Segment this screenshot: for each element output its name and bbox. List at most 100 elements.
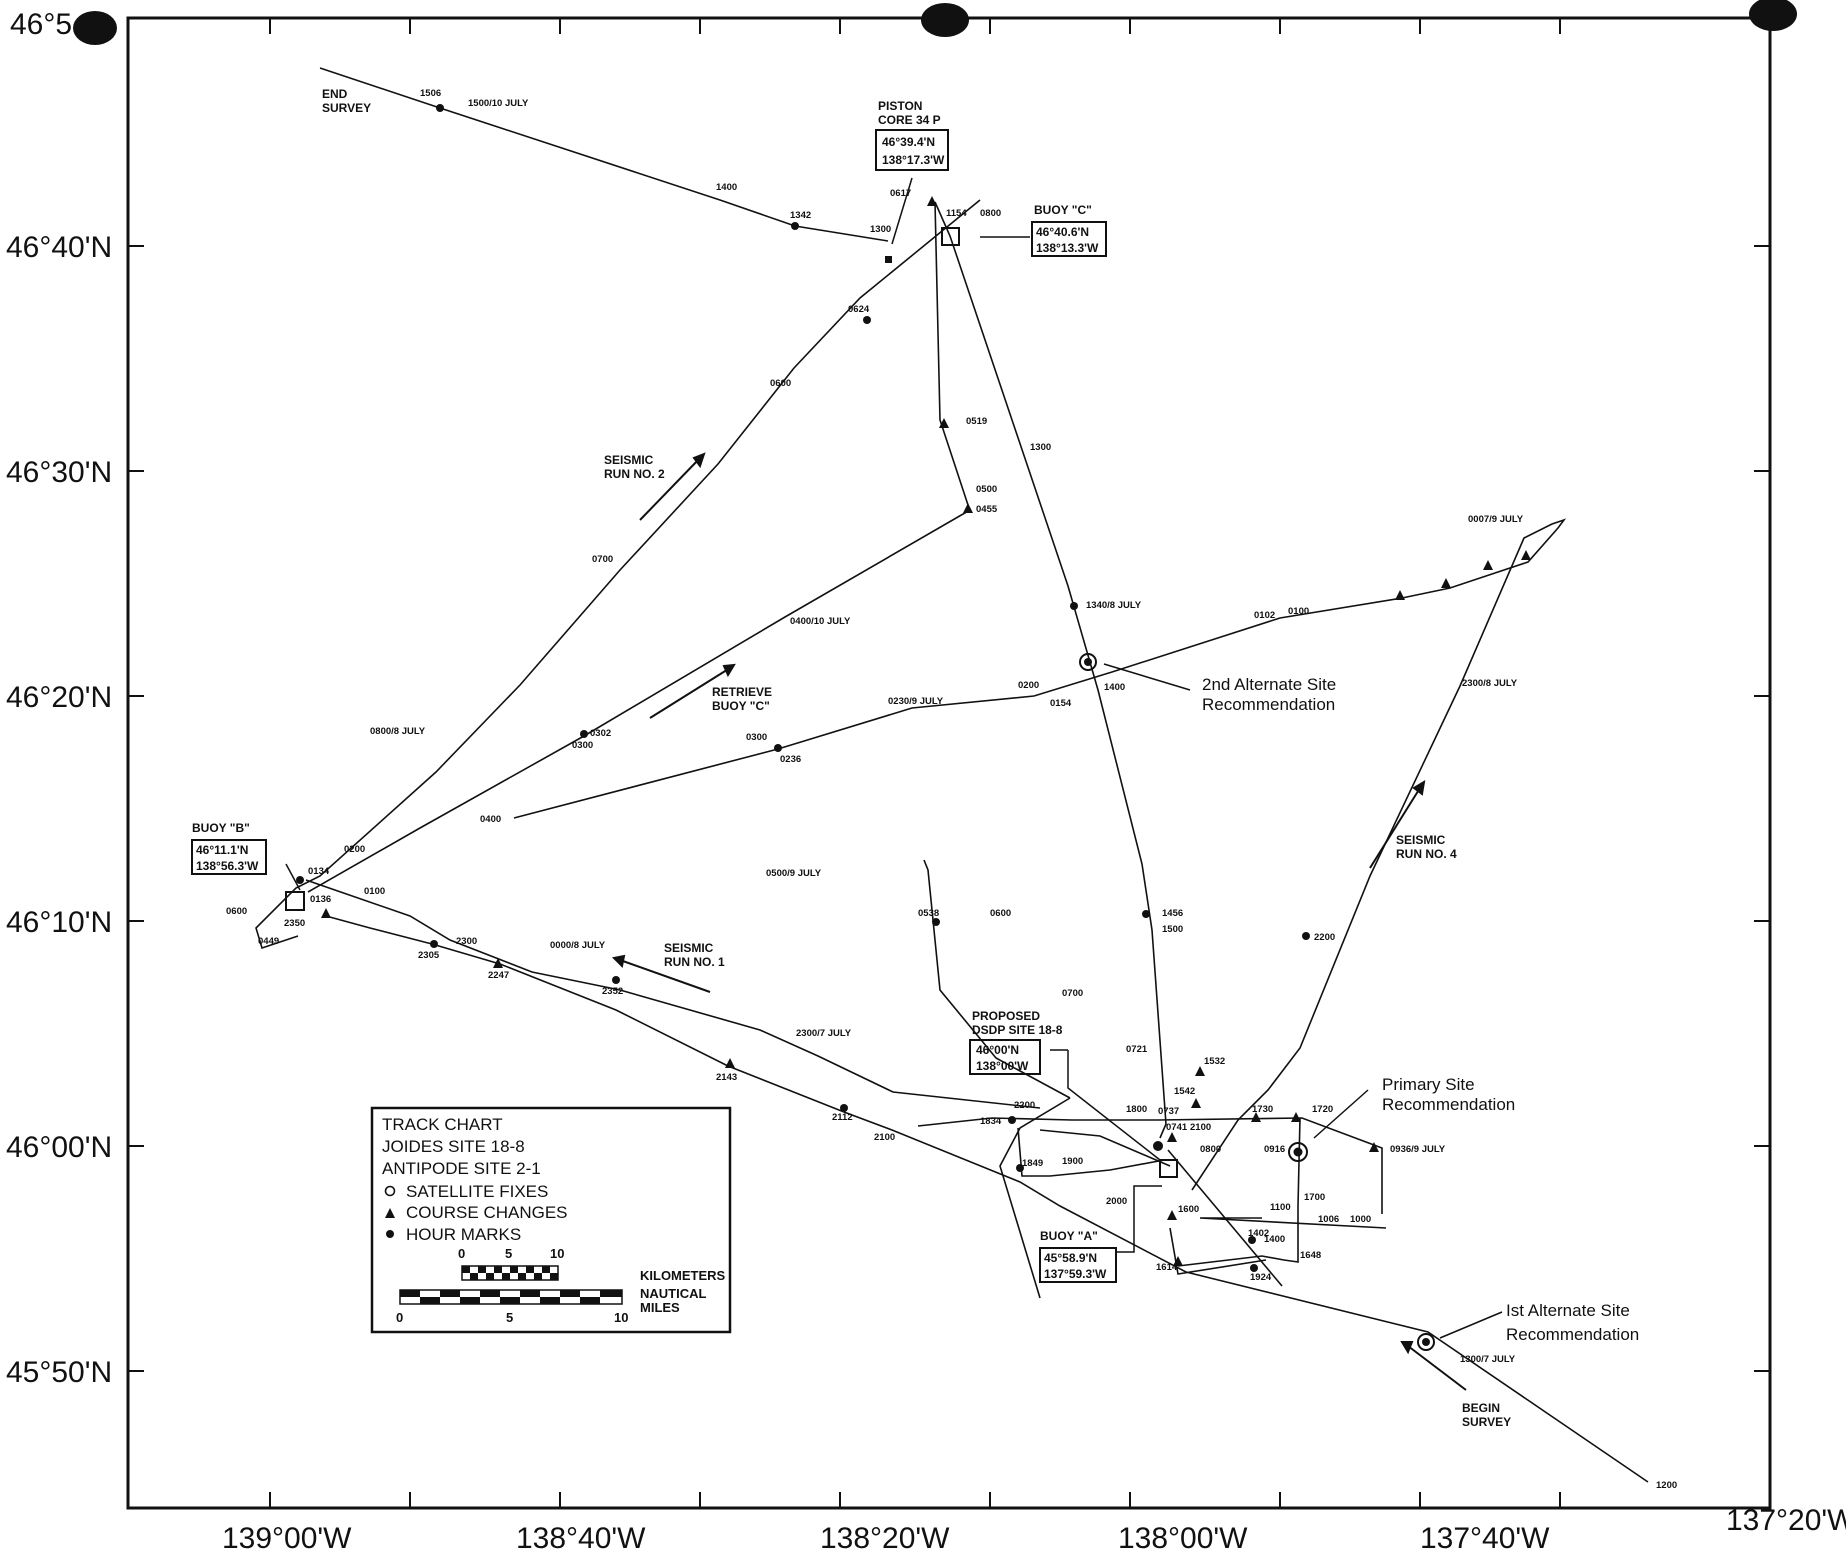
svg-text:1532: 1532 [1204,1056,1225,1067]
svg-text:0236: 0236 [780,754,801,765]
svg-text:1000: 1000 [1350,1214,1371,1225]
punch-hole [1749,0,1797,31]
svg-text:1720: 1720 [1312,1104,1333,1115]
svg-text:1648: 1648 [1300,1250,1321,1261]
svg-text:0519: 0519 [966,416,987,427]
svg-text:PROPOSED: PROPOSED [972,1009,1040,1023]
svg-text:0154: 0154 [1050,698,1072,709]
hour-mark-symbol [386,1230,394,1238]
svg-text:2143: 2143 [716,1072,737,1083]
svg-text:1300/7 JULY: 1300/7 JULY [1460,1354,1516,1365]
svg-text:1542: 1542 [1174,1086,1195,1097]
svg-text:2247: 2247 [488,970,509,981]
annotations: END SURVEY PISTON CORE 34 P 46°39.4'N 13… [191,87,1639,1429]
svg-text:1100: 1100 [1270,1202,1291,1213]
svg-text:46°00'N: 46°00'N [976,1043,1019,1057]
svg-text:138°00'W: 138°00'W [976,1059,1029,1073]
track-symbols [296,104,1531,1272]
svg-text:1500/10 JULY: 1500/10 JULY [468,98,529,109]
lat-label: 46°5 [10,8,72,41]
svg-text:0916: 0916 [1264,1144,1285,1155]
svg-text:BEGIN: BEGIN [1462,1401,1500,1415]
svg-text:RETRIEVE: RETRIEVE [712,685,772,699]
time-labels: 1506 1500/10 JULY 1400 1342 1300 0617 11… [226,88,1677,1491]
svg-text:1400: 1400 [1104,682,1125,693]
leader-lines [285,177,1503,1339]
svg-text:SEISMIC: SEISMIC [1396,833,1446,847]
svg-text:46°11.1'N: 46°11.1'N [196,843,248,857]
svg-text:1400: 1400 [716,182,737,193]
svg-text:1400: 1400 [1264,1234,1285,1245]
svg-text:2350: 2350 [284,918,305,929]
svg-text:0302: 0302 [590,728,611,739]
course-change-symbol [385,1208,395,1218]
svg-text:0700: 0700 [592,554,613,565]
svg-text:2112: 2112 [832,1112,853,1123]
svg-text:1800: 1800 [1126,1104,1147,1115]
legend-item-label: SATELLITE FIXES [406,1182,548,1201]
svg-text:2000: 2000 [1106,1196,1127,1207]
svg-text:1600: 1600 [1178,1204,1199,1215]
svg-text:2200: 2200 [1314,932,1335,943]
svg-text:1500: 1500 [1162,924,1183,935]
svg-text:46°40.6'N: 46°40.6'N [1036,225,1089,239]
lon-label: 138°00'W [1118,1522,1248,1555]
svg-text:SEISMIC: SEISMIC [664,941,714,955]
svg-text:0449: 0449 [258,936,279,947]
svg-text:0538: 0538 [918,908,939,919]
svg-text:SURVEY: SURVEY [322,101,371,115]
svg-text:1154: 1154 [946,208,967,219]
svg-text:1924: 1924 [1250,1272,1272,1283]
legend-item-label: HOUR MARKS [406,1225,521,1244]
satellite-fix-symbol [384,1185,396,1197]
svg-text:BUOY "A": BUOY "A" [1040,1229,1098,1243]
km-tick: 10 [550,1246,564,1261]
svg-text:1730: 1730 [1252,1104,1273,1115]
svg-text:RUN NO. 1: RUN NO. 1 [664,955,725,969]
svg-text:2300/7 JULY: 2300/7 JULY [796,1028,852,1039]
svg-text:0800: 0800 [1200,1144,1221,1155]
svg-text:2352: 2352 [602,986,623,997]
buoy-a-marker [1159,1159,1178,1178]
legend-title: JOIDES SITE 18-8 [382,1137,525,1156]
svg-text:0136: 0136 [310,894,331,905]
svg-text:Recommendation: Recommendation [1506,1325,1639,1344]
svg-text:1402: 1402 [1248,1228,1269,1239]
svg-text:1342: 1342 [790,210,811,221]
frame-ticks [128,18,1770,1508]
svg-text:SURVEY: SURVEY [1462,1415,1511,1429]
svg-text:0800/8 JULY: 0800/8 JULY [370,726,426,737]
svg-text:0624: 0624 [848,304,870,315]
svg-text:2100: 2100 [1190,1122,1211,1133]
nm-tick: 0 [396,1310,403,1325]
svg-text:0100: 0100 [364,886,385,897]
lon-label: 139°00'W [222,1522,352,1555]
lon-label: 137°40'W [1420,1522,1550,1555]
svg-text:0600: 0600 [770,378,791,389]
nm-label: MILES [640,1300,680,1315]
svg-text:CORE 34 P: CORE 34 P [878,113,941,127]
svg-text:0617: 0617 [890,188,911,199]
km-scale-bar [461,1265,559,1281]
direction-arrows [611,452,1467,1391]
svg-text:1700: 1700 [1304,1192,1325,1203]
lon-label: 137°20'W [1726,1504,1846,1537]
km-tick: 5 [505,1246,512,1261]
svg-text:0200: 0200 [344,844,365,855]
svg-text:0600: 0600 [226,906,247,917]
svg-text:137°59.3'W: 137°59.3'W [1044,1267,1107,1281]
svg-text:Recommendation: Recommendation [1382,1095,1515,1114]
svg-text:2nd Alternate Site: 2nd Alternate Site [1202,675,1336,694]
km-tick: 0 [458,1246,465,1261]
svg-text:PISTON: PISTON [878,99,922,113]
svg-text:1506: 1506 [420,88,441,99]
svg-text:0102: 0102 [1254,610,1275,621]
lat-label: 46°00'N [6,1131,112,1164]
lat-label: 46°40'N [6,231,112,264]
svg-text:0455: 0455 [976,504,998,515]
svg-text:1900: 1900 [1062,1156,1083,1167]
svg-text:46°39.4'N: 46°39.4'N [882,135,935,149]
lat-label: 45°50'N [6,1356,112,1389]
svg-text:2300/8 JULY: 2300/8 JULY [1462,678,1518,689]
